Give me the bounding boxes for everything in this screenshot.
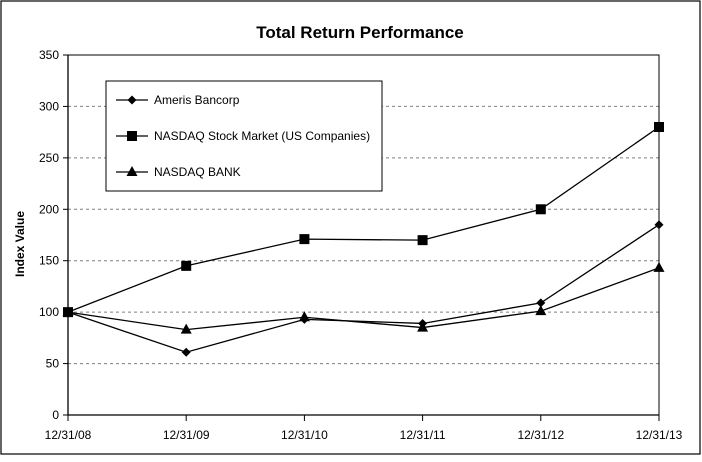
legend: Ameris Bancorp NASDAQ Stock Market (US Co… <box>105 80 383 192</box>
legend-item: Ameris Bancorp <box>116 93 240 107</box>
legend-label: Ameris Bancorp <box>154 93 240 107</box>
data-point-triangle <box>653 261 665 272</box>
x-tick-label: 12/31/13 <box>636 428 683 442</box>
x-tick-label: 12/31/11 <box>400 428 446 442</box>
y-tick-label: 250 <box>39 151 59 165</box>
data-point-square <box>535 204 546 215</box>
data-point-diamond <box>654 220 664 230</box>
chart-title: Total Return Performance <box>256 23 464 42</box>
series-line <box>67 224 660 353</box>
legend-marker-diamond <box>127 95 137 105</box>
data-point-triangle <box>535 305 547 316</box>
axes <box>63 54 660 421</box>
series-group <box>62 122 665 357</box>
legend-item: NASDAQ Stock Market (US Companies) <box>116 129 370 143</box>
y-tick-label: 300 <box>39 99 59 113</box>
legend-marker-square <box>127 131 137 141</box>
legend-label: NASDAQ Stock Market (US Companies) <box>154 129 370 143</box>
y-tick-label: 100 <box>39 305 59 319</box>
data-point-triangle <box>180 323 192 334</box>
data-point-triangle <box>62 306 74 317</box>
data-point-square <box>299 234 310 245</box>
data-point-diamond <box>536 298 546 308</box>
y-tick-label: 150 <box>39 254 59 268</box>
data-point-diamond <box>181 347 191 357</box>
x-tick-label: 12/31/10 <box>281 428 328 442</box>
data-point-triangle <box>298 311 310 322</box>
x-tick-label: 12/31/09 <box>163 428 210 442</box>
x-tick-label: 12/31/08 <box>45 428 92 442</box>
series-line <box>67 267 660 331</box>
legend-box <box>105 80 383 192</box>
y-tick-label: 200 <box>39 202 59 216</box>
y-tick-label: 0 <box>52 408 59 422</box>
y-tick-label: 350 <box>39 48 59 62</box>
legend-marker-triangle <box>126 166 138 176</box>
legend-label: NASDAQ BANK <box>154 165 241 179</box>
data-point-square <box>181 260 192 271</box>
data-point-square <box>654 122 664 132</box>
series-line <box>67 126 660 313</box>
data-point-square <box>417 235 428 246</box>
y-tick-labels: 0 50 100 150 200 250 300 350 <box>39 48 59 422</box>
y-tick-label: 50 <box>46 357 60 371</box>
series-nasdaq-bank <box>62 261 665 334</box>
x-tick-labels: 12/31/08 12/31/09 12/31/10 12/31/11 12/31/12… <box>45 428 683 442</box>
legend-item: NASDAQ BANK <box>116 165 241 179</box>
y-axis-label: Index Value <box>13 211 27 277</box>
x-tick-label: 12/31/12 <box>517 428 564 442</box>
data-point-triangle <box>417 321 429 332</box>
